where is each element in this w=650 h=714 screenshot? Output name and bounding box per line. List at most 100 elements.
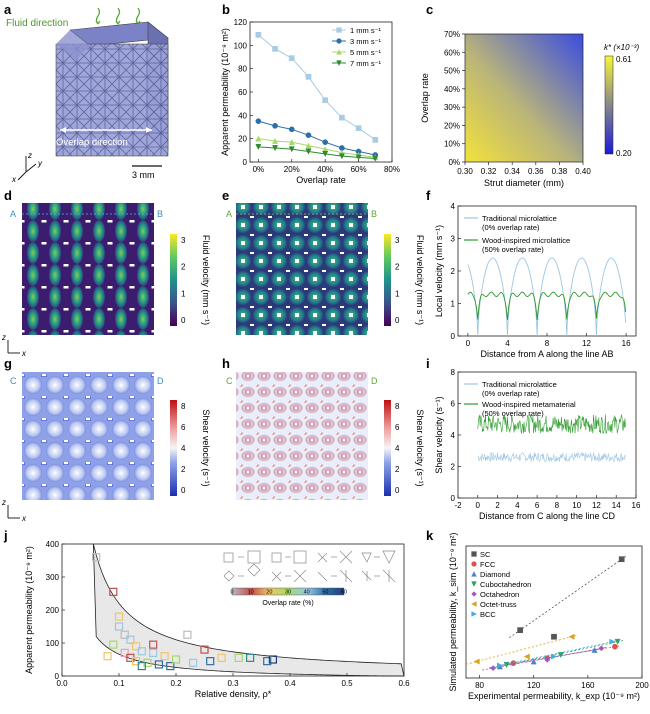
legend-label-b: 1 mm s⁻¹ (350, 26, 382, 35)
x-tick-label-j: 0.6 (398, 679, 410, 688)
x-tick-label-j: 0.4 (284, 679, 296, 688)
colorbar-tick-g: 8 (181, 402, 186, 411)
colorbar-tick-j: 50 (322, 590, 328, 596)
data-point-b (372, 155, 379, 162)
legend-label-i-sub: (0% overlap rate) (482, 389, 540, 398)
panel-b: b 0 20 40 60 80 100 120 0% 20% 40% 60% 80% Overlap r… (220, 2, 400, 185)
y-tick-label-f: 3 (451, 235, 456, 244)
x-tick-label-i: 10 (572, 501, 581, 510)
axis-label-f-x: Distance from A along the line AB (480, 349, 613, 359)
y-tick-label-f: 1 (451, 300, 456, 309)
overlap-direction-label: Overlap direction (56, 137, 128, 148)
overlap-arrow-head-right (146, 127, 152, 133)
y-tick-label-b: 60 (238, 88, 247, 97)
y-tick-label-c: 10% (444, 140, 460, 149)
x-tick-label-c: 0.38 (552, 167, 568, 176)
data-point-b (305, 148, 312, 155)
plot-frame-k (465, 545, 643, 679)
data-point-j (246, 653, 255, 662)
colorbar-j-ticks: 0 10 20 30 40 50 60 (230, 590, 347, 596)
data-point-j (268, 655, 277, 664)
data-point-j (109, 640, 118, 649)
shear-field-h (236, 372, 368, 500)
colorbar-d-ticks: 3 2 1 0 (181, 236, 186, 325)
x-tick-label-k: 80 (475, 681, 484, 690)
label-b-d: B (157, 209, 163, 219)
series-line-b (258, 146, 376, 159)
legend-marker-b (336, 38, 342, 44)
flow-field-d (22, 203, 154, 335)
x-tick-label-c: 0.36 (528, 167, 544, 176)
legend-label-b: 3 mm s⁻¹ (350, 37, 382, 46)
axis-label-k-y: Simulated permeability, k_sim (10⁻⁹ m²) (448, 533, 458, 692)
colorbar-tick-j: 60 (341, 590, 347, 596)
panel-g: g C D 8 6 4 2 0 Shear velocity (s⁻¹) z x (1, 356, 211, 523)
data-point-j (234, 653, 243, 662)
colorbar-tick-j: 30 (285, 590, 291, 596)
colorbar-tick-h: 4 (395, 444, 400, 453)
label-a-e: A (226, 209, 232, 219)
axis-label-f-y: Local velocity (mm s⁻¹) (434, 225, 444, 317)
colorbar-j (231, 587, 345, 596)
data-point-k (530, 658, 537, 665)
legend-label-k: FCC (480, 560, 496, 569)
colorbar-e (384, 234, 391, 326)
data-point-b (322, 97, 329, 104)
label-d-h: D (371, 376, 378, 386)
panel-label-a: a (4, 2, 12, 17)
y-tick-label-i: 4 (451, 431, 456, 440)
data-point-b (272, 45, 278, 52)
y-tick-label-f: 2 (451, 267, 456, 276)
colorbar-tick-d: 1 (181, 289, 186, 298)
data-point-k (473, 658, 480, 665)
shear-field-g (22, 372, 154, 500)
data-point-k (544, 656, 551, 663)
data-point-j (114, 622, 124, 631)
legend-label-k: Octahedron (480, 590, 519, 599)
x-tick-label-c: 0.32 (481, 167, 497, 176)
y-tick-label-b: 20 (238, 135, 247, 144)
panel-label-i: i (426, 356, 430, 371)
fit-line-k (465, 634, 578, 665)
colorbar-tick-j: 20 (266, 590, 272, 596)
colorbar-g-ticks: 8 6 4 2 0 (181, 402, 186, 495)
fit-line-k (509, 555, 628, 639)
x-tick-label-j: 0.1 (113, 679, 125, 688)
legend-label-f-sub: (0% overlap rate) (482, 223, 540, 232)
data-point-b (305, 142, 312, 149)
x-tick-label-f: 12 (582, 339, 591, 348)
colorbar-h (384, 400, 391, 496)
data-point-j (103, 652, 112, 661)
colorbar-h-ticks: 8 6 4 2 0 (395, 402, 400, 495)
legend-marker-k (471, 561, 477, 567)
x-tick-label-i: 16 (632, 501, 641, 510)
legend-label-f-sub: (50% overlap rate) (482, 245, 544, 254)
data-point-b (272, 122, 278, 129)
overlap-arrow-head-left (60, 127, 66, 133)
lattice-block (55, 21, 169, 157)
colorbar-e-ticks: 3 2 1 0 (395, 236, 400, 325)
axis-label-c-y: Overlap rate (420, 73, 430, 123)
x-tick-label-c: 0.30 (457, 167, 473, 176)
data-point-k (490, 665, 497, 672)
panel-label-f: f (426, 188, 431, 203)
y-tick-label-f: 0 (451, 332, 456, 341)
legend-label-k: BCC (480, 610, 496, 619)
legend-marker-k (471, 601, 477, 607)
data-point-b (288, 139, 295, 146)
y-tick-label-c: 50% (444, 67, 460, 76)
fit-line-k (482, 646, 607, 671)
colorbar-tick-g: 6 (181, 423, 186, 432)
legend-label-k: Diamond (480, 570, 510, 579)
x-tick-label-k: 160 (581, 681, 595, 690)
series-line-f (467, 257, 627, 337)
colorbar-c (604, 55, 614, 155)
legend-marker-k (471, 551, 477, 557)
x-tick-label-i: 0 (476, 501, 481, 510)
axis-label-c-x: Strut diameter (mm) (484, 178, 564, 188)
colorbar-tick-d: 2 (181, 263, 186, 272)
chart-b: 0 20 40 60 80 100 120 0% 20% 40% 60% 80% Overlap rat… (220, 18, 400, 185)
